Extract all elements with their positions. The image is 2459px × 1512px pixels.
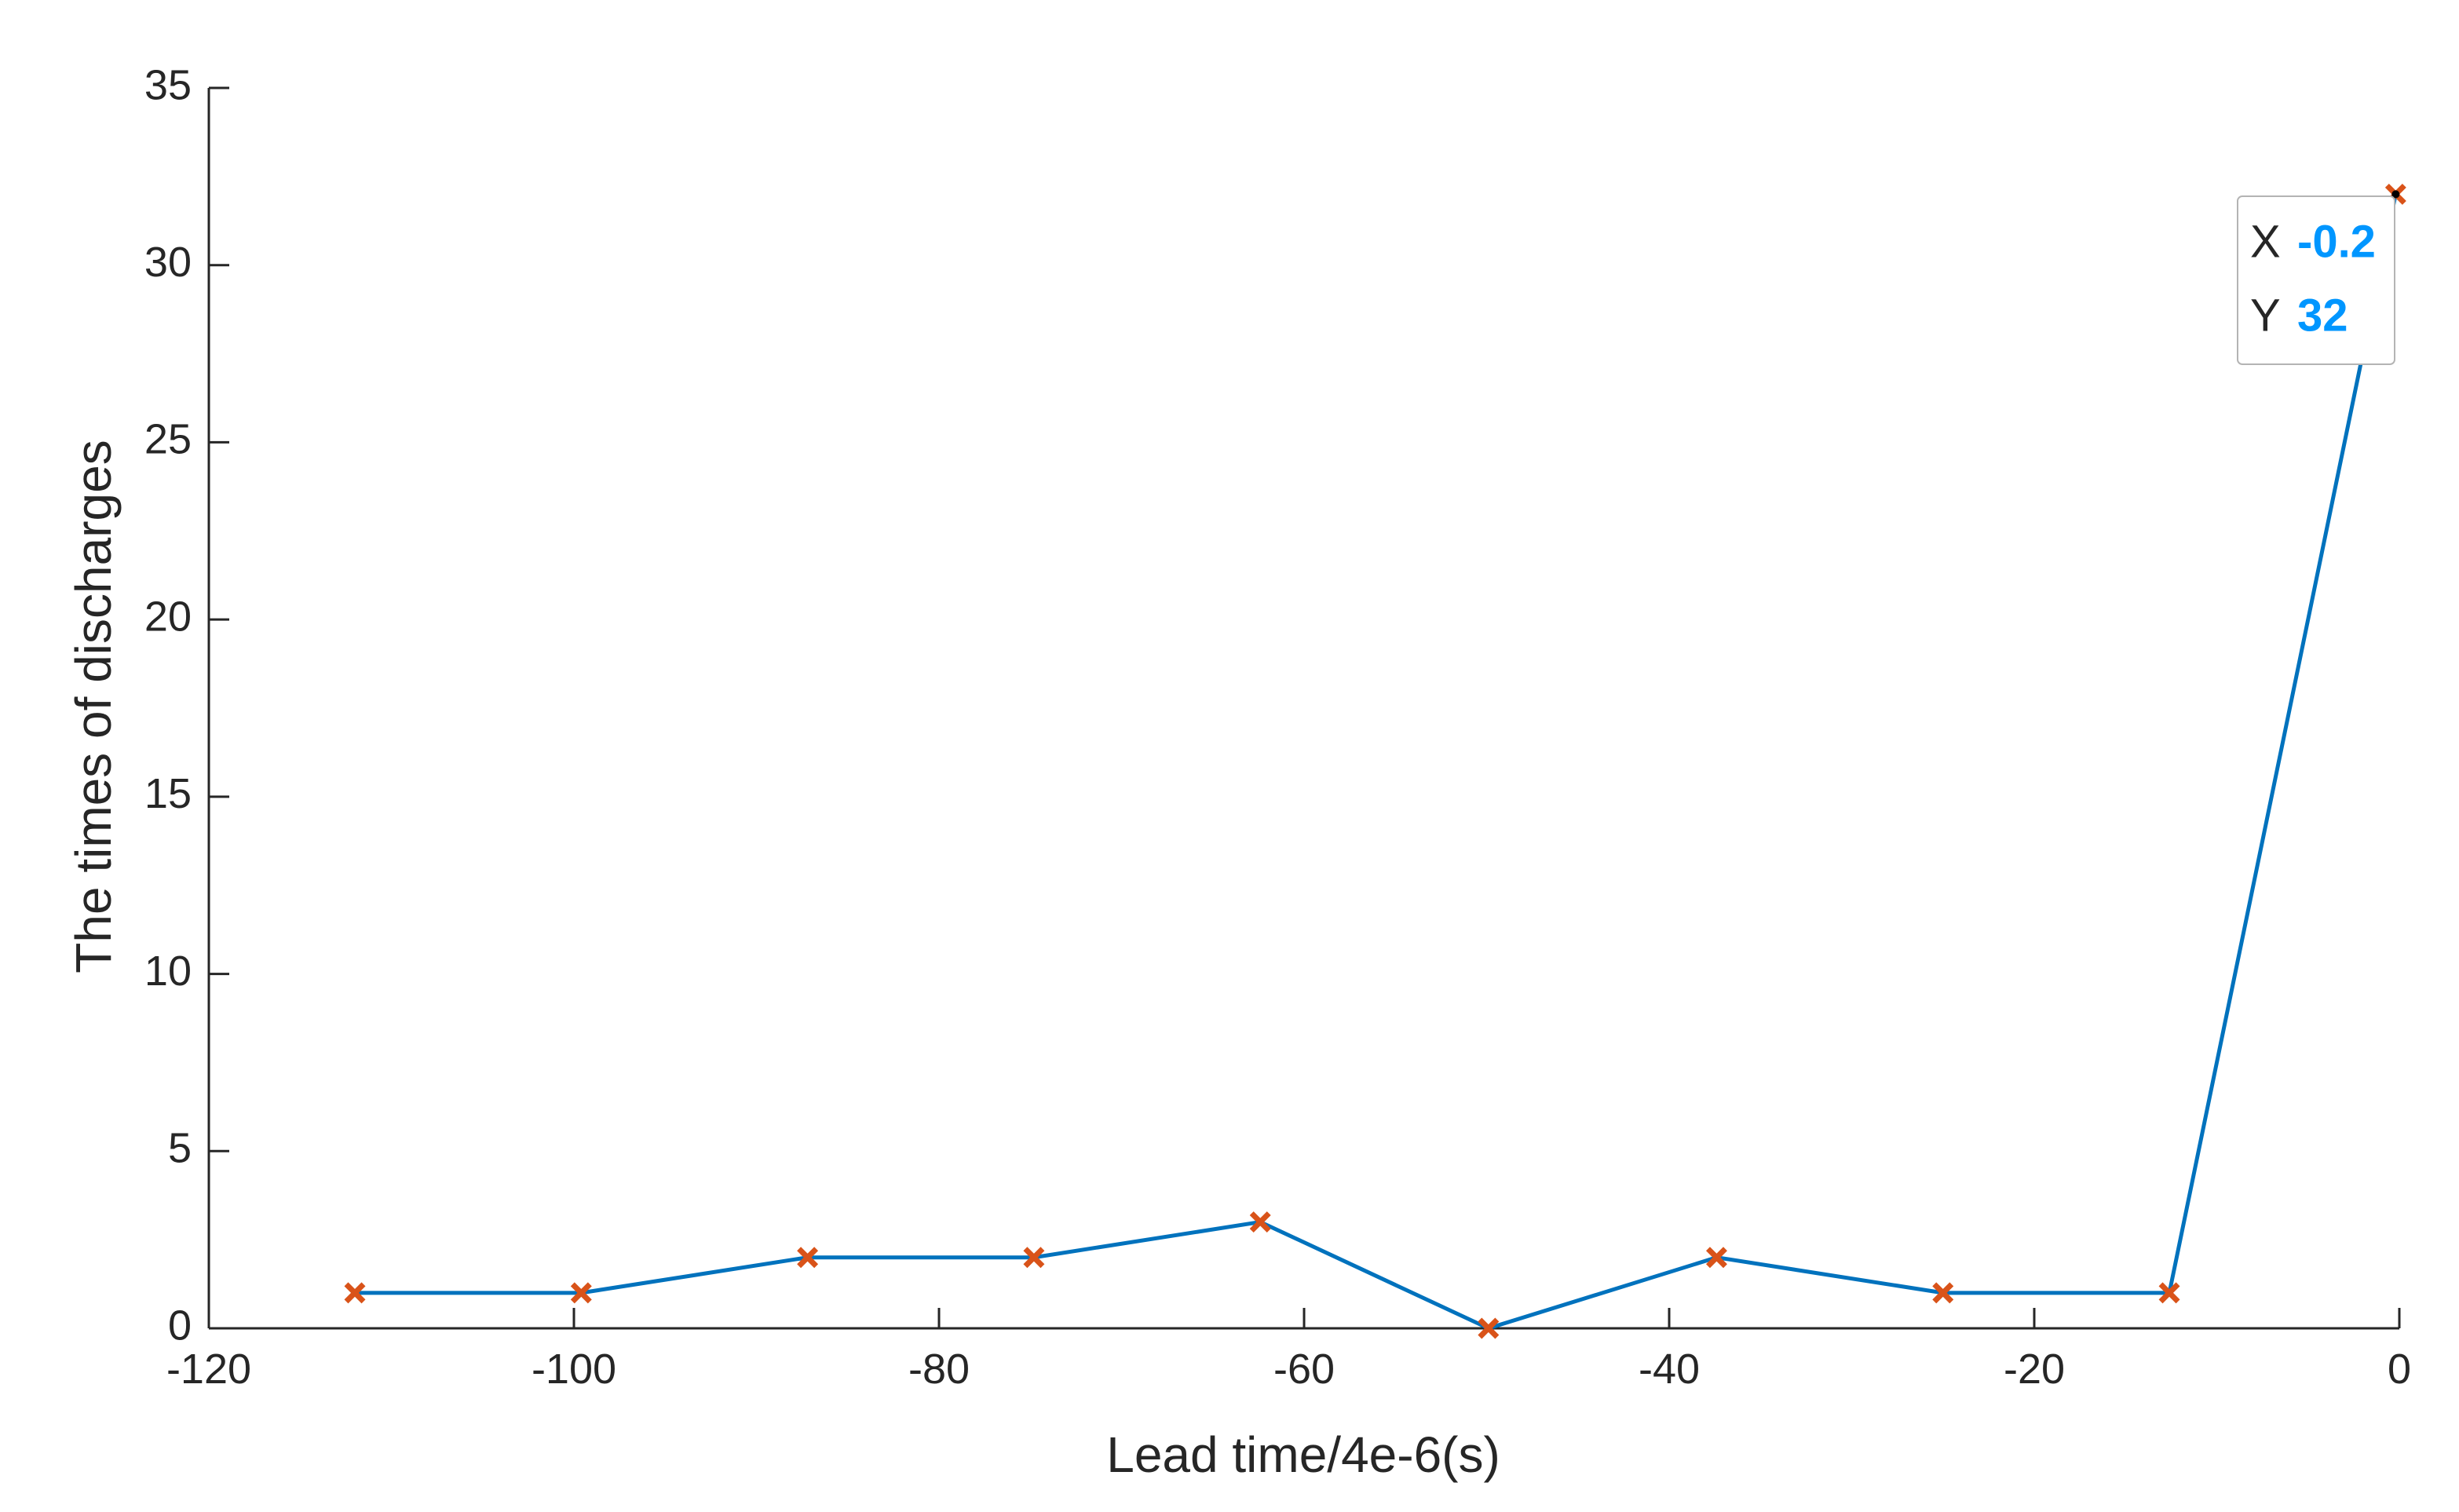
y-tick-label: 15 [144,770,192,817]
y-tick-label: 10 [144,948,192,995]
marker [2158,1282,2180,1304]
y-tick-label: 30 [144,239,192,286]
datatip: X -0.2 Y 32 [2237,195,2395,365]
y-tick-label: 20 [144,593,192,640]
x-tick-label: -20 [2004,1346,2065,1393]
marker [570,1282,592,1304]
datatip-x-label: X [2250,216,2281,267]
x-axis-label: Lead time/4e-6(s) [1106,1426,1500,1483]
y-tick-label: 0 [168,1302,192,1349]
marker [1932,1282,1954,1304]
x-tick-label: -40 [1639,1346,1700,1393]
y-axis-label: The times of discharges [65,440,122,973]
y-tick-label: 35 [144,61,192,108]
x-tick-label: -100 [532,1346,616,1393]
marker [1249,1211,1271,1233]
datatip-dot [2391,190,2400,199]
marker [1023,1247,1045,1269]
x-tick-label: -80 [908,1346,970,1393]
x-tick-label: -120 [166,1346,251,1393]
marker [1478,1317,1500,1339]
x-tick-label: 0 [2388,1346,2411,1393]
datatip-x-value: -0.2 [2297,216,2376,267]
y-tick-label: 5 [168,1125,192,1172]
datatip-y-value: 32 [2297,290,2348,341]
data-line [355,193,2398,1331]
marker [1705,1247,1727,1269]
marker [344,1282,366,1304]
x-tick-label: -60 [1273,1346,1335,1393]
datatip-y-label: Y [2250,290,2281,341]
marker [797,1247,819,1269]
datatip-box [2237,195,2395,365]
y-tick-label: 25 [144,416,192,463]
